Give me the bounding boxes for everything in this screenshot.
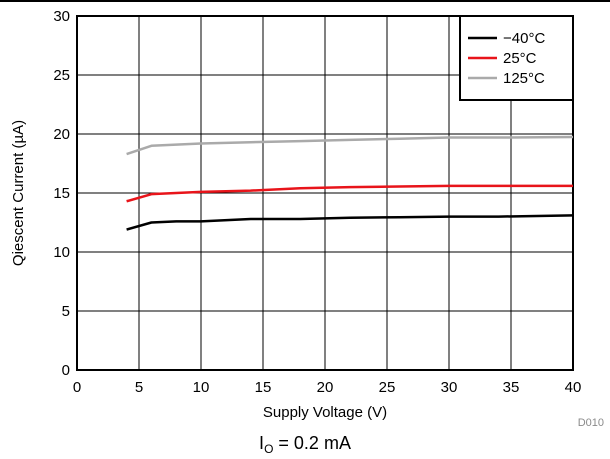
x-tick-label: 0 bbox=[73, 379, 81, 396]
y-tick-label: 30 bbox=[53, 8, 70, 25]
legend-label-2: 125°C bbox=[503, 70, 545, 87]
series-line-2 bbox=[126, 135, 574, 156]
y-tick-label: 20 bbox=[53, 126, 70, 143]
legend-label-1: 25°C bbox=[503, 50, 537, 67]
caption-symbol: I bbox=[259, 433, 265, 453]
y-tick-label: 10 bbox=[53, 244, 70, 261]
x-tick-label: 20 bbox=[317, 379, 334, 396]
series-line-0 bbox=[126, 214, 574, 231]
caption-value: = 0.2 mA bbox=[273, 433, 351, 453]
series-line-1 bbox=[126, 184, 573, 203]
x-tick-labels: 0 5 10 15 20 25 30 35 40 bbox=[73, 379, 582, 396]
x-axis-title: Supply Voltage (V) bbox=[263, 404, 387, 421]
x-tick-label: 15 bbox=[255, 379, 272, 396]
top-rule bbox=[0, 0, 610, 2]
series-layer bbox=[126, 135, 574, 231]
legend-box bbox=[459, 15, 574, 101]
plot-frame bbox=[76, 15, 574, 371]
x-tick-label: 10 bbox=[193, 379, 210, 396]
chart-caption: IO = 0.2 mA bbox=[0, 433, 610, 456]
x-tick-label: 35 bbox=[503, 379, 520, 396]
legend-items: −40°C 25°C 125°C bbox=[468, 30, 545, 87]
quiescent-current-chart: 0 5 10 15 20 25 30 35 40 0 5 10 15 20 25 30 Supply Vol… bbox=[10, 8, 604, 429]
y-tick-label: 5 bbox=[62, 303, 70, 320]
x-tick-label: 5 bbox=[135, 379, 143, 396]
figure-id: D010 bbox=[578, 417, 604, 429]
x-tick-label: 40 bbox=[565, 379, 582, 396]
y-tick-label: 0 bbox=[62, 362, 70, 379]
y-axis-title: Qiescent Current (µA) bbox=[10, 120, 27, 266]
y-tick-label: 15 bbox=[53, 185, 70, 202]
grid-lines bbox=[77, 16, 573, 370]
y-tick-labels: 0 5 10 15 20 25 30 bbox=[53, 8, 70, 379]
y-tick-label: 25 bbox=[53, 67, 70, 84]
legend: −40°C 25°C 125°C bbox=[459, 15, 574, 101]
legend-label-0: −40°C bbox=[503, 30, 545, 47]
caption-subscript: O bbox=[264, 442, 274, 456]
x-tick-label: 30 bbox=[441, 379, 458, 396]
x-tick-label: 25 bbox=[379, 379, 396, 396]
